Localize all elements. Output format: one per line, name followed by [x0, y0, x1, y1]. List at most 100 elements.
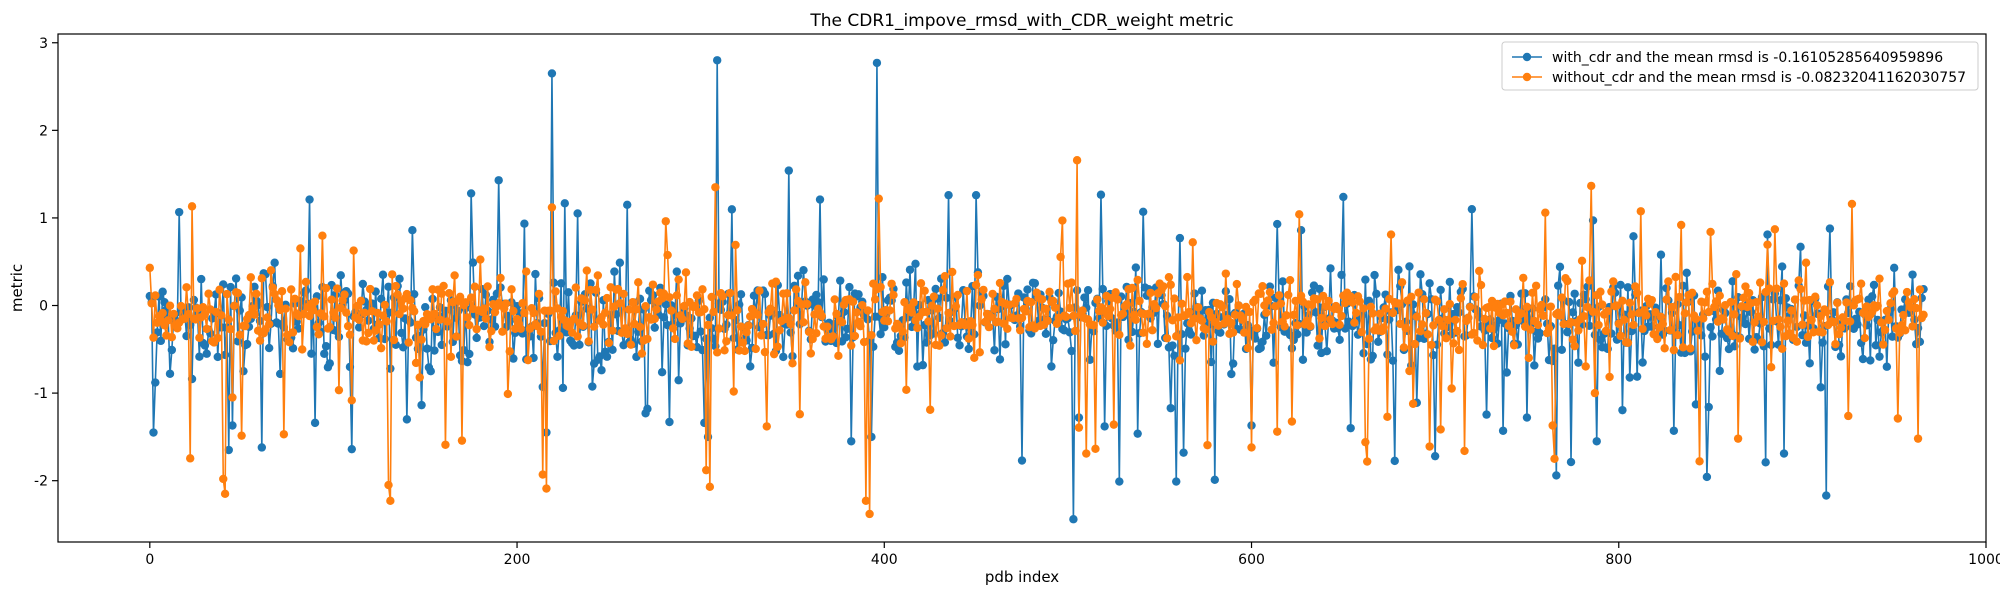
series-2-point: [1609, 277, 1618, 286]
series-2-point: [186, 454, 195, 463]
series-2-point: [371, 326, 380, 335]
series-1-point: [575, 340, 584, 350]
series-2-point: [1836, 323, 1846, 332]
series-1-point: [1216, 328, 1225, 337]
series-1-point: [1708, 332, 1717, 341]
series-2-point: [215, 285, 224, 294]
series-2-point: [281, 304, 290, 313]
series-2-point: [1098, 318, 1107, 327]
series-2-point: [362, 337, 371, 346]
series-2-point: [1669, 345, 1679, 355]
series-1-point: [1750, 345, 1759, 354]
series-2-point: [1454, 345, 1464, 355]
series-2-point: [924, 317, 933, 326]
series-1-point: [1777, 262, 1787, 271]
x-tick-label: 200: [504, 552, 531, 568]
series-2-point: [1183, 272, 1192, 282]
series-2-point: [1842, 298, 1851, 307]
series-2-point: [257, 274, 267, 283]
series-2-point: [1651, 307, 1660, 317]
series-2-point: [1658, 319, 1668, 329]
series-2-point: [1884, 315, 1893, 324]
series-1-point: [955, 341, 964, 350]
series-2-point: [507, 285, 516, 294]
series-2-point: [1682, 298, 1691, 307]
series-2-point: [1776, 322, 1785, 332]
plot-area: [145, 56, 1928, 524]
series-1-point: [228, 421, 237, 430]
series-1-point: [1632, 372, 1642, 381]
series-1-point: [305, 195, 314, 204]
series-2-point: [1451, 315, 1460, 325]
series-1-point: [1467, 204, 1477, 214]
y-tick-label: -1: [34, 386, 48, 402]
series-2-point: [1636, 207, 1646, 216]
series-2-point: [1126, 341, 1135, 350]
series-2-point: [830, 295, 839, 304]
series-1-point: [1390, 456, 1399, 466]
series-1-point: [1429, 350, 1438, 360]
series-2-point: [775, 326, 784, 335]
series-2-point: [1544, 324, 1554, 333]
series-2-point: [661, 217, 670, 226]
series-2-point: [1588, 307, 1598, 317]
series-1-point: [1047, 362, 1056, 371]
series-2-point: [1208, 337, 1218, 346]
series-1-point: [1287, 344, 1297, 353]
series-2-point: [241, 321, 250, 331]
series-2-point: [1574, 326, 1583, 335]
series-1-point: [1553, 281, 1563, 290]
series-2-point: [1269, 318, 1278, 328]
series-1-point: [410, 289, 419, 299]
series-2-point: [542, 484, 551, 493]
series-2-point: [883, 317, 893, 326]
series-2-point: [263, 313, 272, 322]
series-1-point: [931, 284, 940, 294]
series-2-point: [1021, 307, 1030, 316]
series-2-point: [1135, 296, 1144, 306]
series-2-point: [1616, 331, 1625, 341]
series-2-point: [1475, 266, 1484, 276]
series-2-point: [1489, 341, 1499, 351]
series-2-point: [643, 334, 652, 344]
series-2-point: [250, 310, 259, 319]
series-1-point: [602, 352, 612, 361]
series-2-point: [360, 308, 369, 318]
series-2-point: [802, 299, 812, 309]
series-1-point: [158, 287, 167, 296]
series-2-point: [1146, 288, 1155, 298]
series-2-point: [762, 422, 771, 431]
legend-marker: [1522, 52, 1532, 62]
series-2-point: [184, 309, 193, 319]
series-2-point: [1363, 457, 1372, 466]
series-2-point: [623, 329, 632, 339]
series-2-point: [1386, 230, 1396, 239]
series-1-point: [1098, 284, 1107, 294]
series-2-point: [503, 389, 513, 399]
series-2-point: [971, 280, 981, 290]
series-1-point: [426, 367, 435, 376]
series-2-point: [1642, 311, 1651, 320]
series-2-point: [593, 271, 603, 280]
series-1-point: [1530, 361, 1539, 370]
series-2-point: [600, 308, 610, 317]
series-1-point: [320, 349, 329, 358]
series-1-point: [854, 290, 863, 299]
series-2-point: [1570, 341, 1579, 351]
series-1-point: [918, 360, 928, 370]
legend-box: [1501, 41, 1979, 91]
series-2-point: [457, 436, 467, 445]
series-2-point: [766, 304, 775, 313]
series-1-point: [376, 294, 386, 304]
series-2-point: [1445, 299, 1455, 309]
series-2-point: [1647, 295, 1657, 305]
series-1-point: [1258, 337, 1267, 347]
series-2-point: [1744, 288, 1754, 298]
series-2-point: [1238, 315, 1247, 324]
series-2-point: [663, 250, 672, 260]
series-1-point: [1741, 319, 1750, 329]
series-2-point: [1221, 269, 1231, 278]
x-tick-label: 1000: [1968, 552, 2000, 568]
series-1-point: [736, 290, 746, 299]
series-2-point: [230, 301, 239, 311]
